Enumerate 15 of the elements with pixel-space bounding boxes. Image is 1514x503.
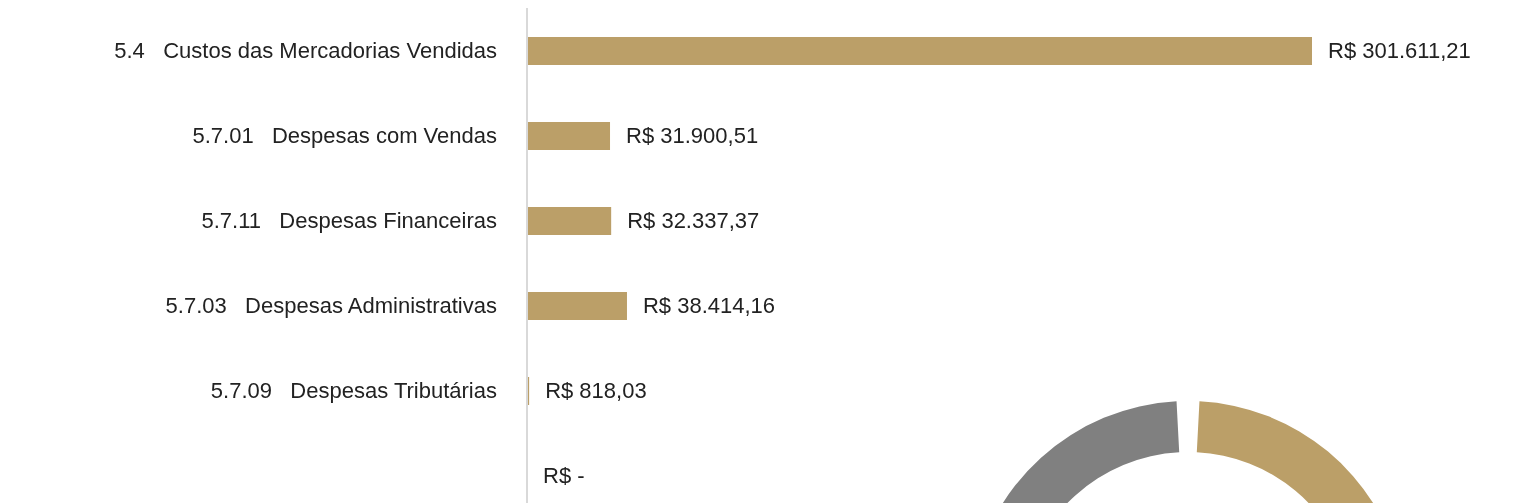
y-tick-label: 5.4 Custos das Mercadorias Vendidas <box>114 38 497 64</box>
data-label: R$ 32.337,37 <box>627 208 760 234</box>
y-tick-label: 5.7.11 Despesas Financeiras <box>201 208 497 234</box>
y-tick-label: 5.7.03 Despesas Administrativas <box>165 293 497 319</box>
y-tick-label: 5.7.09 Despesas Tributárias <box>210 378 497 404</box>
y-tick-label: 5.7.01 Despesas com Vendas <box>192 123 497 149</box>
data-label: R$ - <box>543 463 585 489</box>
data-label: R$ 301.611,21 <box>1328 38 1471 64</box>
bar <box>527 207 612 235</box>
bar <box>527 37 1312 65</box>
data-label: R$ 31.900,51 <box>626 123 759 149</box>
bar <box>527 122 611 150</box>
bar <box>527 292 627 320</box>
data-label: R$ 818,03 <box>545 378 647 404</box>
data-label: R$ 38.414,16 <box>642 293 776 319</box>
